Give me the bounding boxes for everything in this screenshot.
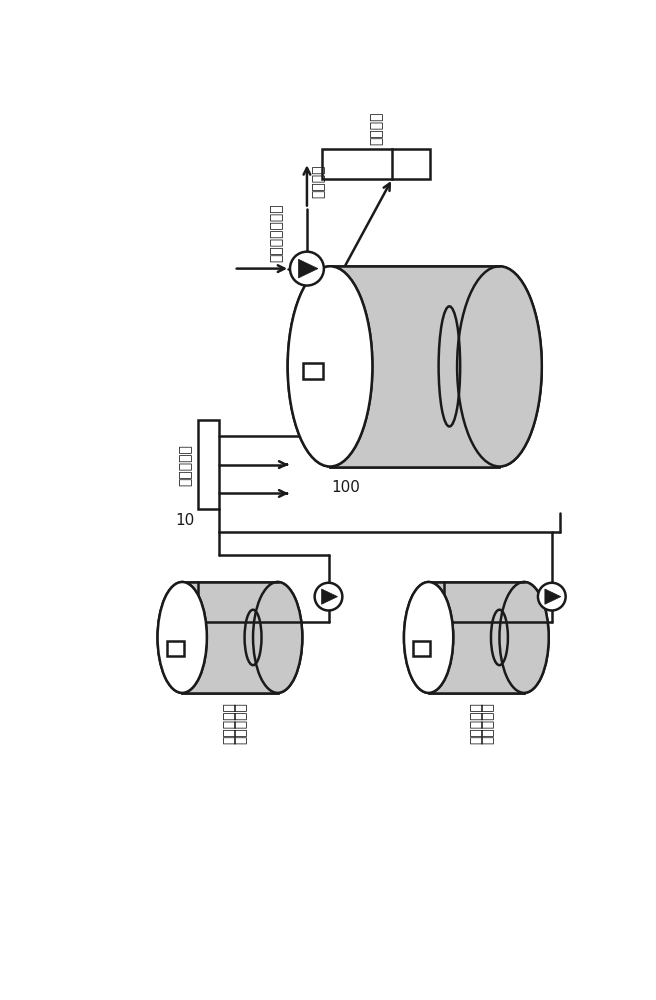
Bar	[330, 266, 499, 466]
Text: 10: 10	[175, 513, 195, 528]
Ellipse shape	[457, 266, 542, 466]
Bar	[413, 641, 430, 656]
Circle shape	[290, 252, 324, 286]
Bar	[428, 582, 524, 693]
Text: 100: 100	[331, 480, 360, 495]
Bar	[392, 149, 430, 179]
Bar	[428, 582, 524, 693]
Circle shape	[538, 583, 565, 610]
Ellipse shape	[499, 582, 548, 693]
Bar	[330, 266, 499, 466]
Text: 金属的溶液: 金属的溶液	[234, 702, 248, 744]
Bar	[322, 149, 392, 179]
Ellipse shape	[157, 582, 207, 693]
Ellipse shape	[404, 582, 453, 693]
Ellipse shape	[157, 582, 207, 693]
Text: 金属的溶液: 金属的溶液	[480, 702, 494, 744]
Ellipse shape	[499, 582, 548, 693]
Bar	[322, 149, 430, 179]
Text: 反应溶液: 反应溶液	[312, 165, 325, 198]
Bar	[182, 582, 277, 693]
Ellipse shape	[253, 582, 302, 693]
Polygon shape	[321, 589, 337, 604]
Text: 反应溶液: 反应溶液	[369, 112, 383, 145]
Ellipse shape	[404, 582, 453, 693]
Ellipse shape	[288, 266, 373, 466]
Polygon shape	[298, 259, 318, 278]
Text: 碱性水溶液: 碱性水溶液	[178, 444, 192, 486]
Bar	[167, 641, 184, 656]
Bar	[197, 420, 219, 509]
Bar	[182, 582, 277, 693]
Text: 含铵离子的溶液: 含铵离子的溶液	[270, 204, 284, 262]
Bar	[303, 363, 323, 379]
Polygon shape	[545, 589, 561, 604]
Ellipse shape	[457, 266, 542, 466]
Ellipse shape	[288, 266, 373, 466]
Text: 第一含过渡: 第一含过渡	[223, 702, 237, 744]
Text: 第二含过渡: 第二含过渡	[469, 702, 483, 744]
Ellipse shape	[253, 582, 302, 693]
Circle shape	[315, 583, 342, 610]
